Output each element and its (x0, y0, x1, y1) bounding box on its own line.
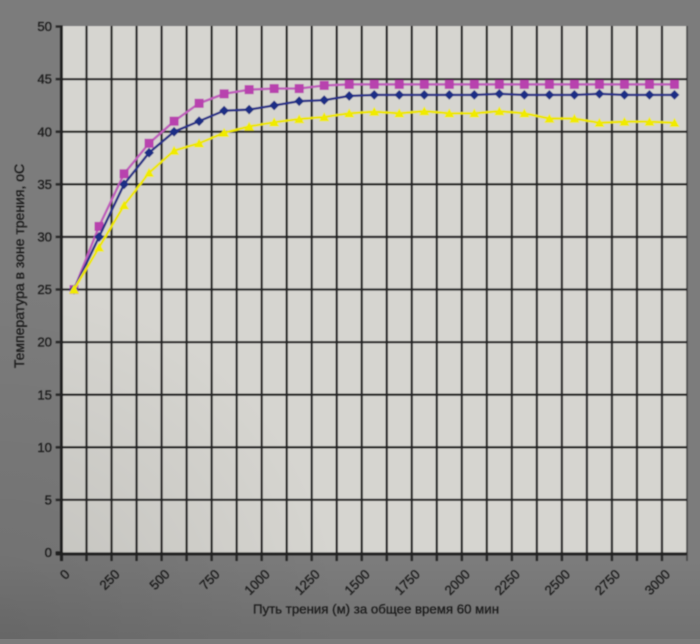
svg-text:25: 25 (37, 282, 52, 297)
svg-text:40: 40 (37, 124, 52, 139)
svg-text:30: 30 (37, 230, 52, 245)
svg-text:50: 50 (37, 19, 52, 34)
svg-text:45: 45 (37, 72, 52, 87)
svg-text:35: 35 (37, 177, 52, 192)
